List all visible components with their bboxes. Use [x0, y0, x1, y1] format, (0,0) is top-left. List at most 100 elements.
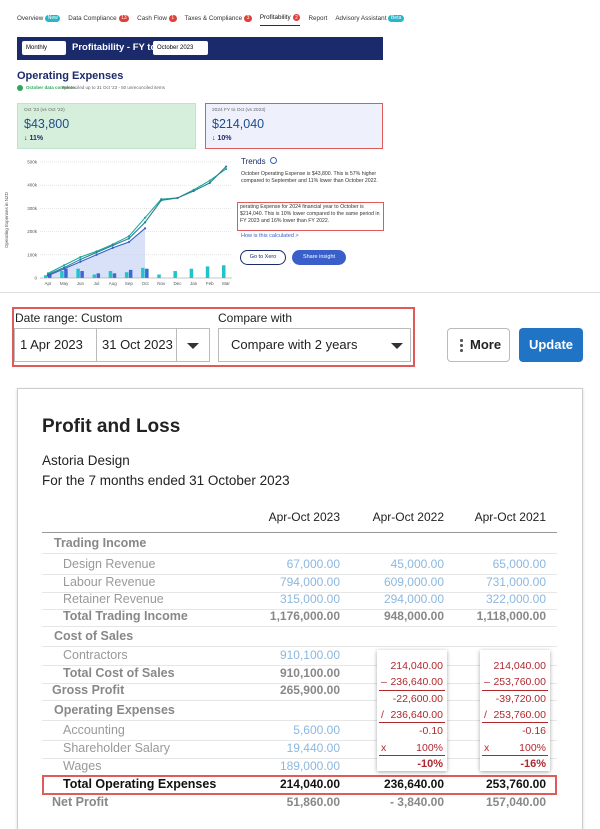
point — [63, 264, 66, 267]
bar — [141, 267, 145, 278]
bar — [76, 268, 80, 278]
x-tick-label: Nov — [157, 281, 166, 286]
row-value: 5,600.00 — [293, 723, 340, 737]
compare-select-value: Compare with 2 years — [231, 337, 358, 352]
bar — [173, 271, 177, 278]
month-value: October 2023 — [157, 45, 194, 51]
row-value: 315,000.00 — [279, 592, 340, 606]
calc-value: -22,600.00 — [392, 692, 443, 705]
nav-tab[interactable]: Taxes & Compliance 3 — [185, 14, 252, 26]
calc-rule — [482, 755, 548, 756]
x-tick-label: Jul — [94, 281, 100, 286]
bar — [80, 271, 84, 278]
update-button[interactable]: Update — [519, 328, 583, 362]
x-tick-label: Aug — [109, 281, 118, 286]
calc-value: 100% — [416, 741, 443, 754]
month-select[interactable]: October 2023 — [153, 41, 208, 55]
point — [95, 251, 98, 254]
calc-rule — [482, 722, 548, 724]
calc-rule — [482, 689, 548, 691]
bar — [92, 274, 97, 278]
nav-badge: Beta — [388, 14, 404, 22]
row-label: Labour Revenue — [63, 575, 156, 589]
row-rule — [42, 740, 557, 741]
calc-operator: / — [484, 708, 487, 721]
nav-tab[interactable]: Advisory Assistant Beta — [335, 14, 404, 26]
row-value: 253,760.00 — [485, 777, 546, 791]
nav-tab[interactable]: Cash Flow 1 — [137, 14, 177, 26]
nav-label: Advisory Assistant — [335, 14, 387, 22]
row-value: 45,000.00 — [390, 557, 444, 571]
row-value: 265,900.00 — [279, 683, 340, 697]
line — [47, 168, 227, 274]
row-label: Accounting — [63, 723, 125, 737]
caret — [391, 343, 403, 349]
calc-value: -16% — [520, 757, 546, 770]
point — [143, 221, 147, 224]
x-tick-label: Jan — [190, 281, 198, 286]
card-label: 2024 FY to Oct (vs 2023) — [212, 108, 266, 113]
button-outline[interactable]: Go to Xero — [240, 250, 286, 265]
start-date[interactable]: 1 Apr 2023 — [14, 328, 97, 362]
point — [79, 256, 82, 259]
period-select[interactable]: Monthly — [22, 41, 66, 55]
calc-value: 214,040.00 — [493, 660, 546, 672]
calc-value: 236,640.00 — [390, 708, 443, 721]
row-highlight — [42, 775, 557, 795]
button-primary[interactable]: Share insight — [292, 250, 346, 265]
nav-tab[interactable]: Profitability 2 — [259, 14, 301, 26]
card-amount: $214,040 — [212, 117, 265, 131]
calc-operator: / — [381, 708, 384, 721]
report-title: Profit and Loss — [42, 416, 181, 437]
line — [47, 166, 227, 276]
row-label: Contractors — [63, 648, 128, 662]
x-tick-label: Feb — [206, 281, 214, 286]
bar — [145, 268, 149, 278]
row-label: Cost of Sales — [54, 629, 134, 643]
card-change: ↓ 10% — [212, 135, 232, 142]
row-rule — [42, 665, 557, 666]
calc-operator: – — [484, 676, 490, 689]
nav-badge: 2 — [292, 14, 301, 21]
nav-tab[interactable]: Data Compliance 13 — [68, 14, 130, 26]
row-value: 794,000.00 — [279, 575, 340, 589]
caret — [187, 343, 199, 349]
calc-link[interactable]: How is this calculated > — [241, 233, 299, 239]
nav-tab[interactable]: Overview New — [17, 14, 61, 26]
calc-value: -0.10 — [419, 725, 443, 738]
period-value: Monthly — [26, 45, 48, 51]
start-date-value: 1 Apr 2023 — [20, 337, 83, 352]
bar — [124, 272, 129, 278]
row-value: 51,860.00 — [286, 795, 340, 809]
point — [95, 253, 98, 256]
nav-badge: New — [45, 14, 61, 22]
row-rule — [42, 609, 557, 610]
calc-operator: x — [381, 741, 387, 754]
dot — [460, 339, 463, 342]
end-date[interactable]: 31 Oct 2023 — [96, 328, 177, 362]
point — [143, 216, 147, 219]
row-value: 65,000.00 — [492, 557, 546, 571]
point — [46, 274, 50, 277]
column-header: Apr-Oct 2021 — [474, 510, 546, 524]
row-rule — [42, 683, 557, 684]
calc-rule — [379, 722, 445, 724]
row-value: 609,000.00 — [383, 575, 444, 589]
row-value: 910,100.00 — [279, 666, 340, 680]
more-button[interactable]: More — [447, 328, 510, 362]
row-value: 910,100.00 — [279, 648, 340, 662]
y-tick-label: 200k — [27, 229, 38, 234]
compare-select[interactable]: Compare with 2 years — [218, 328, 411, 362]
card-change: ↓ 11% — [24, 135, 44, 142]
nav-tab[interactable]: Report — [308, 15, 327, 26]
bar — [189, 268, 194, 278]
calc-value: 253,760.00 — [493, 708, 546, 721]
header-title: Profitability - FY to — [72, 42, 157, 53]
row-label: Design Revenue — [63, 557, 156, 571]
date-dropdown[interactable] — [176, 328, 210, 362]
y-tick-label: 400k — [27, 183, 38, 188]
point — [160, 199, 163, 202]
calc-operator: – — [381, 676, 387, 689]
kpi-card: Oct '23 (vs Oct '22) $43,800 ↓ 11% — [17, 103, 196, 149]
